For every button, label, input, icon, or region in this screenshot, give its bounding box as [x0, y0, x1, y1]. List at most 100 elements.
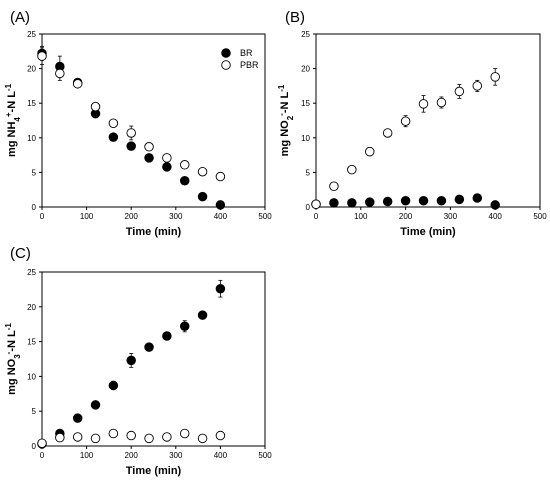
x-tick-label: 400: [214, 212, 228, 221]
y-axis-title-part: -N L: [279, 92, 291, 114]
y-axis-title: mg NO3--N L-1: [4, 323, 22, 395]
y-tick-label: 20: [27, 303, 36, 312]
y-tick-label: 0: [32, 442, 37, 451]
panel-label: (A): [10, 9, 30, 26]
data-point-br: [436, 196, 447, 206]
chart-panel-1: (A) 0 100 200 300 400 500 0 5 10 15 20 25 Time (min) m…: [4, 9, 273, 238]
data-point-pbr: [162, 432, 172, 442]
data-point-br: [472, 193, 483, 203]
x-tick-label: 0: [40, 212, 45, 221]
data-point-br: [400, 196, 411, 206]
data-point-br: [197, 310, 208, 320]
data-point-br: [490, 200, 500, 210]
y-axis-title-part: 2: [286, 115, 295, 120]
data-point-pbr: [55, 68, 65, 79]
y-axis-title-part: -1: [4, 323, 13, 331]
y-tick-label: 15: [27, 338, 36, 347]
x-axis-title: Time (min): [126, 465, 182, 477]
y-axis-title-part: -N L: [6, 330, 18, 352]
data-point-pbr: [37, 438, 47, 448]
data-point-br: [179, 175, 190, 186]
x-tick-label: 0: [40, 451, 45, 460]
x-tick-label: 200: [399, 212, 413, 221]
chart-panel-3: (C) 0 100 200 300 400 500 0 5 10 15 20 25 Time (min) m…: [4, 245, 273, 477]
x-axis-title: Time (min): [126, 226, 182, 238]
y-tick-label: 20: [301, 65, 310, 74]
legend-label-pbr: PBR: [240, 60, 259, 70]
data-point-pbr: [365, 146, 375, 157]
data-point-pbr: [215, 171, 226, 182]
y-axis-title-part: -1: [4, 83, 13, 91]
x-tick-label: 300: [169, 451, 183, 460]
y-axis-title-part: mg NH: [6, 122, 18, 158]
x-axis-title: Time (min): [400, 226, 456, 238]
data-point-br: [215, 200, 226, 210]
data-point-pbr: [311, 199, 321, 209]
y-axis-title-part: 3: [13, 354, 22, 359]
y-tick-label: 15: [27, 99, 36, 108]
series-pbr: [37, 428, 226, 448]
x-tick-label: 500: [258, 451, 272, 460]
legend: BR PBR: [221, 48, 259, 70]
y-axis-title: mg NH4+-N L-1: [4, 83, 22, 157]
data-point-br: [215, 283, 226, 294]
y-tick-label: 0: [32, 203, 37, 212]
y-tick-label: 15: [301, 99, 310, 108]
y-tick-label: 5: [32, 407, 37, 416]
y-tick-label: 10: [301, 134, 310, 143]
series-pbr: [311, 68, 500, 209]
data-point-br: [454, 194, 465, 205]
data-point-pbr: [90, 433, 101, 444]
y-tick-label: 25: [301, 30, 310, 39]
x-tick-label: 200: [125, 451, 139, 460]
plot-frame: [315, 33, 541, 208]
x-tick-label: 100: [80, 212, 94, 221]
data-point-pbr: [162, 153, 172, 163]
data-point-pbr: [215, 430, 226, 441]
plot-frame: [41, 271, 266, 447]
data-point-pbr: [55, 432, 65, 443]
x-tick-label: 300: [169, 212, 183, 221]
data-point-pbr: [90, 101, 101, 112]
y-tick-label: 10: [27, 134, 36, 143]
data-point-br: [162, 162, 172, 172]
x-tick-label: 300: [444, 212, 458, 221]
data-point-br: [144, 153, 154, 163]
data-point-br: [329, 198, 339, 208]
data-point-br: [197, 191, 208, 202]
data-point-br: [418, 196, 429, 206]
data-point-br: [382, 196, 393, 207]
x-tick-label: 0: [314, 212, 319, 221]
data-point-pbr: [126, 430, 136, 441]
data-point-pbr: [108, 428, 119, 439]
legend-marker-pbr: [221, 60, 231, 70]
panel-label: (C): [10, 245, 31, 262]
y-tick-label: 0: [306, 203, 311, 212]
series-br: [37, 279, 226, 449]
data-point-br: [179, 321, 190, 332]
x-tick-label: 200: [125, 212, 139, 221]
y-tick-label: 5: [32, 168, 37, 177]
data-point-pbr: [197, 433, 208, 444]
data-point-pbr: [454, 86, 465, 97]
y-axis-title: mg NO2--N L-1: [277, 84, 295, 156]
data-point-pbr: [72, 79, 83, 89]
data-point-pbr: [179, 428, 190, 439]
data-point-br: [144, 342, 154, 352]
data-point-br: [108, 132, 119, 142]
data-point-pbr: [126, 128, 136, 138]
data-point-pbr: [329, 181, 339, 191]
data-point-pbr: [37, 51, 47, 61]
y-axis-title-part: -: [4, 351, 13, 354]
y-tick-label: 20: [27, 65, 36, 74]
y-axis-title-part: mg NO: [279, 120, 291, 157]
y-axis-title-part: 4: [13, 117, 22, 122]
y-axis-title-part: mg NO: [6, 358, 18, 395]
data-point-pbr: [472, 81, 483, 91]
chart-panel-2: (B) 0 100 200 300 400 500 0 5 10 15 20 25 Time (min) m…: [277, 9, 548, 238]
y-tick-label: 25: [27, 268, 36, 277]
x-tick-label: 100: [80, 451, 94, 460]
data-point-pbr: [382, 128, 393, 138]
x-tick-label: 400: [489, 212, 503, 221]
